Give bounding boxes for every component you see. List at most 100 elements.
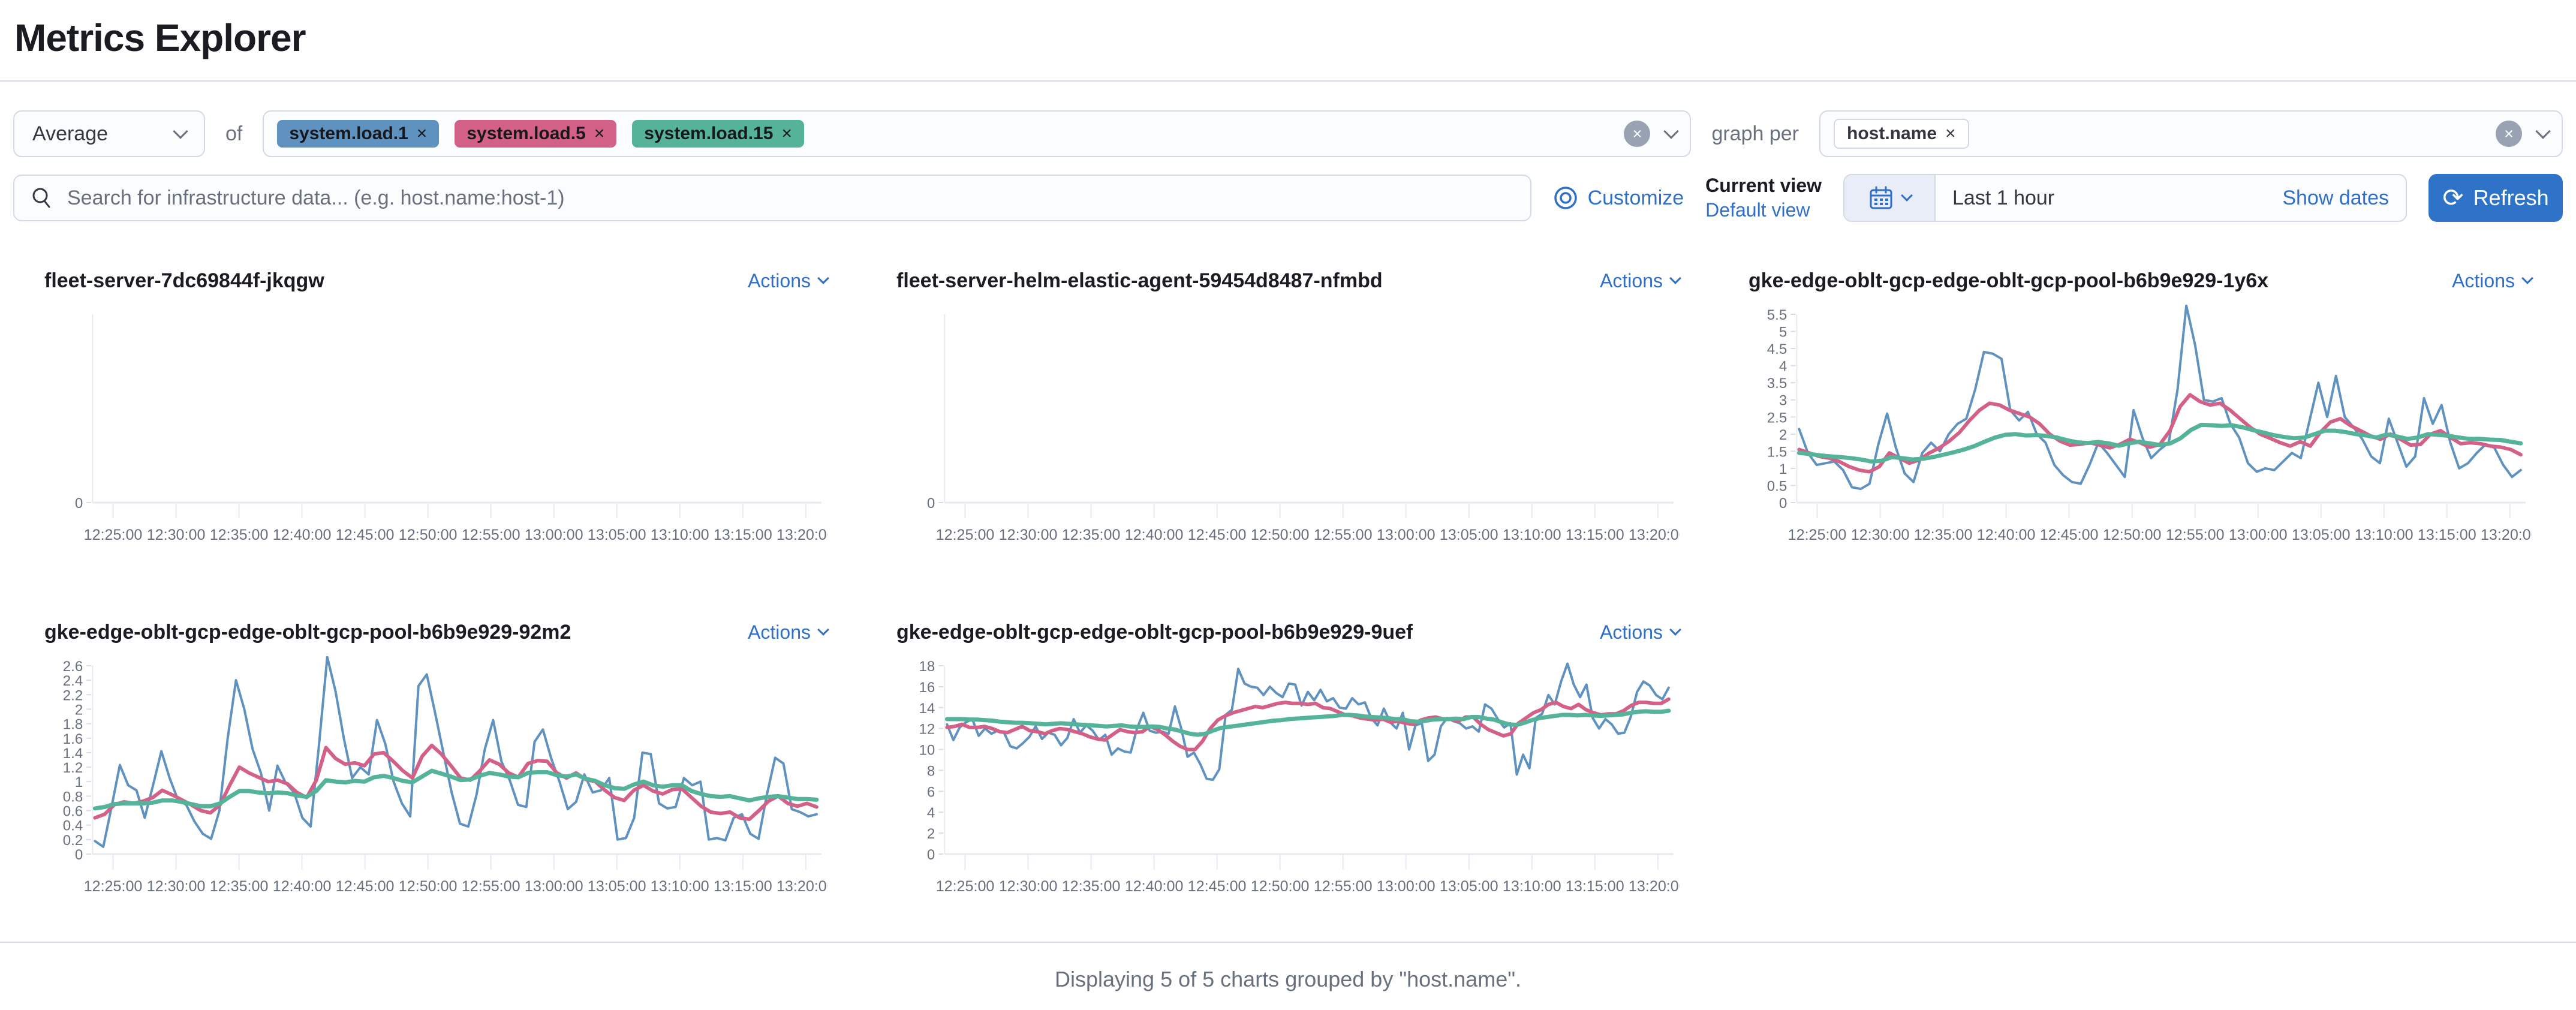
line-chart[interactable]: 00.5 11.522.533.54 4.555.5 12:25:00 12:30:00… [1749,305,2532,545]
svg-text:12:30:00: 12:30:00 [147,878,206,895]
svg-text:16: 16 [919,680,935,696]
svg-text:4: 4 [927,805,935,821]
grouping-pill[interactable]: host.name × [1834,119,1969,149]
chart-actions-menu[interactable]: Actions [2452,269,2533,292]
svg-text:12:45:00: 12:45:00 [1188,527,1247,543]
remove-metric-icon[interactable]: × [781,124,792,143]
svg-text:1.5: 1.5 [1767,444,1787,460]
remove-metric-icon[interactable]: × [594,124,605,143]
header-divider [0,80,2576,82]
chevron-down-icon [2521,272,2533,284]
refresh-label: Refresh [2473,185,2549,210]
svg-text:13:15:00: 13:15:00 [714,527,772,543]
actions-label: Actions [2452,269,2515,291]
svg-text:12:25:00: 12:25:00 [936,527,995,543]
svg-text:13:05:00: 13:05:00 [588,878,646,895]
page-title: Metrics Explorer [14,16,306,59]
svg-text:13:20:00: 13:20:00 [777,527,827,543]
remove-grouping-icon[interactable]: × [1945,124,1956,143]
svg-text:13:05:00: 13:05:00 [588,527,646,543]
svg-text:2: 2 [927,826,935,842]
search-box[interactable] [13,175,1531,221]
svg-text:1.6: 1.6 [63,731,83,747]
svg-text:0: 0 [75,847,83,863]
refresh-icon: ⟳ [2442,184,2464,212]
clear-metrics-icon[interactable]: × [1624,121,1651,147]
svg-text:8: 8 [927,763,935,779]
chart-actions-menu[interactable]: Actions [748,621,829,644]
chart-block: gke-edge-oblt-gcp-edge-oblt-gcp-pool-b6b… [1749,265,2533,545]
eye-icon [1554,187,1577,209]
svg-text:12:55:00: 12:55:00 [462,878,520,895]
actions-label: Actions [748,269,811,291]
remove-metric-icon[interactable]: × [416,124,428,143]
svg-text:12:30:00: 12:30:00 [999,878,1058,895]
line-chart[interactable]: 012:25:00 12:30:00 12:35:00 12:40:00 12:45:0… [44,305,827,545]
svg-text:13:15:00: 13:15:00 [1566,527,1624,543]
svg-text:0.6: 0.6 [63,804,83,820]
svg-text:13:10:00: 13:10:00 [651,527,709,543]
of-label: of [225,122,243,145]
metric-pill-label: system.load.5 [467,124,586,143]
svg-text:12:25:00: 12:25:00 [1788,527,1847,543]
svg-text:12:30:00: 12:30:00 [147,527,206,543]
svg-text:13:15:00: 13:15:00 [714,878,772,895]
chart-header: fleet-server-7dc69844f-jkqgw Actions [44,265,829,296]
svg-text:12: 12 [919,722,935,738]
graph-per-label: graph per [1711,122,1799,145]
svg-text:13:05:00: 13:05:00 [1440,878,1498,895]
svg-text:12:50:00: 12:50:00 [399,527,458,543]
metric-pill[interactable]: system.load.15 × [632,120,804,148]
chevron-down-icon [817,624,829,636]
chevron-down-icon [1669,624,1681,636]
line-chart[interactable]: 00.20.40.60.811.21.41.61.822.22.42.6 12:2… [44,656,827,896]
metric-pill-label: system.load.1 [289,124,408,143]
chart-block: fleet-server-7dc69844f-jkqgw Actions 0 12… [44,265,829,545]
svg-text:4: 4 [1779,359,1787,375]
svg-text:12:30:00: 12:30:00 [1851,527,1910,543]
search-input[interactable] [66,185,1515,211]
svg-text:12:45:00: 12:45:00 [336,527,395,543]
aggregation-select[interactable]: Average [13,110,205,157]
chart-actions-menu[interactable]: Actions [1600,270,1681,292]
view-switch: Current view Default view [1705,175,1822,221]
search-icon [32,188,50,208]
search-time-row: Customize Current view Default view [0,174,2576,222]
svg-text:13:00:00: 13:00:00 [1377,527,1436,543]
svg-text:2.6: 2.6 [63,659,83,675]
chart-header: gke-edge-oblt-gcp-edge-oblt-gcp-pool-b6b… [896,617,1681,648]
chart-title: gke-edge-oblt-gcp-edge-oblt-gcp-pool-b6b… [44,620,571,644]
svg-text:1.2: 1.2 [63,760,83,776]
default-view-link[interactable]: Default view [1705,199,1810,221]
metrics-combobox[interactable]: system.load.1 × system.load.5 × system.l… [263,110,1692,157]
metric-pill[interactable]: system.load.1 × [277,120,440,148]
chart-actions-menu[interactable]: Actions [1600,621,1681,644]
svg-text:1.8: 1.8 [63,717,83,733]
svg-text:10: 10 [919,743,935,759]
svg-text:0: 0 [75,495,83,512]
clear-grouping-icon[interactable]: × [2496,121,2522,147]
svg-text:2.2: 2.2 [63,687,83,704]
chevron-down-icon[interactable] [2535,124,2551,139]
metric-pill[interactable]: system.load.5 × [455,120,617,148]
svg-text:0.4: 0.4 [63,818,83,834]
refresh-button[interactable]: ⟳ Refresh [2428,174,2563,222]
chart-title: fleet-server-helm-elastic-agent-59454d84… [896,269,1383,292]
customize-button[interactable]: Customize [1553,185,1684,211]
date-picker-menu-button[interactable] [1844,175,1936,221]
svg-text:13:20:00: 13:20:00 [1629,527,1680,543]
svg-text:12:25:00: 12:25:00 [84,527,143,543]
svg-text:12:45:00: 12:45:00 [2040,527,2099,543]
current-view-label: Current view [1705,174,1822,196]
line-chart[interactable]: 012:25:00 12:30:00 12:35:00 12:40:00 12:45:0… [896,305,1680,545]
svg-text:1: 1 [75,774,83,790]
chevron-down-icon[interactable] [1663,124,1680,139]
group-by-combobox[interactable]: host.name × × [1819,110,2563,157]
chart-actions-menu[interactable]: Actions [748,269,829,292]
show-dates-link[interactable]: Show dates [2282,186,2389,209]
svg-text:3.5: 3.5 [1767,375,1787,392]
time-range-value[interactable]: Last 1 hour [1952,186,2055,209]
svg-text:0.8: 0.8 [63,789,83,805]
